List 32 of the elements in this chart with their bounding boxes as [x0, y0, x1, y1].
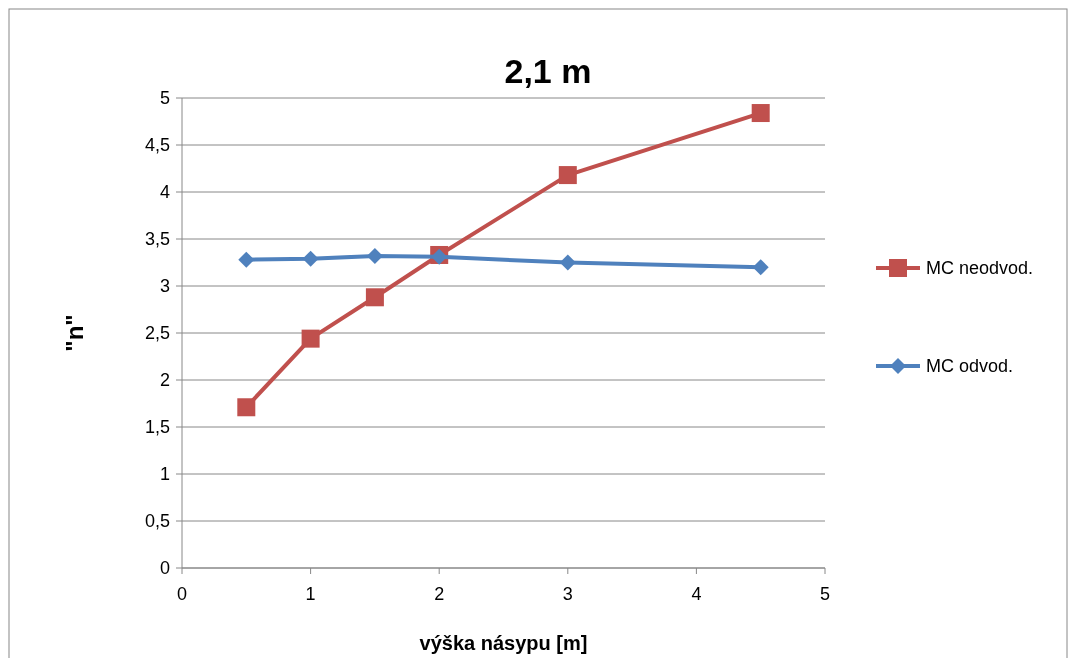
point — [365, 288, 384, 307]
point — [366, 247, 383, 264]
point — [238, 251, 255, 268]
x-tick-label: 1 — [305, 584, 316, 604]
y-tick-label: 2 — [159, 370, 170, 391]
point — [558, 166, 577, 185]
legend-label: MC odvod. — [926, 356, 1014, 377]
y-tick-label: 3,5 — [144, 229, 170, 250]
x-tick-label: 4 — [691, 584, 702, 604]
y-tick-label: 4 — [159, 182, 170, 203]
chart-title: 2,1 m — [504, 52, 592, 90]
y-tick-label: 1,5 — [144, 417, 170, 438]
point — [559, 254, 576, 271]
y-tick-label: 2,5 — [144, 323, 170, 344]
point — [302, 250, 319, 267]
y-tick-label: 0,5 — [144, 511, 170, 532]
y-tick-label: 5 — [159, 88, 170, 109]
x-axis-title: výška násypu [m] — [419, 632, 588, 654]
x-tick-label: 0 — [176, 584, 188, 604]
x-tick-label: 5 — [819, 584, 831, 604]
legend-label: MC neodvod. — [926, 258, 1034, 279]
point — [301, 329, 320, 348]
point — [752, 259, 769, 276]
x-tick-label: 2 — [434, 584, 445, 604]
y-axis-title: "n" — [61, 314, 88, 352]
y-tick-label: 0 — [159, 558, 170, 579]
point — [237, 398, 256, 417]
y-tick-label: 4,5 — [144, 135, 170, 156]
y-tick-label: 1 — [159, 464, 170, 485]
x-tick-label: 3 — [562, 584, 573, 604]
y-tick-label: 3 — [159, 276, 170, 297]
point — [751, 104, 770, 123]
